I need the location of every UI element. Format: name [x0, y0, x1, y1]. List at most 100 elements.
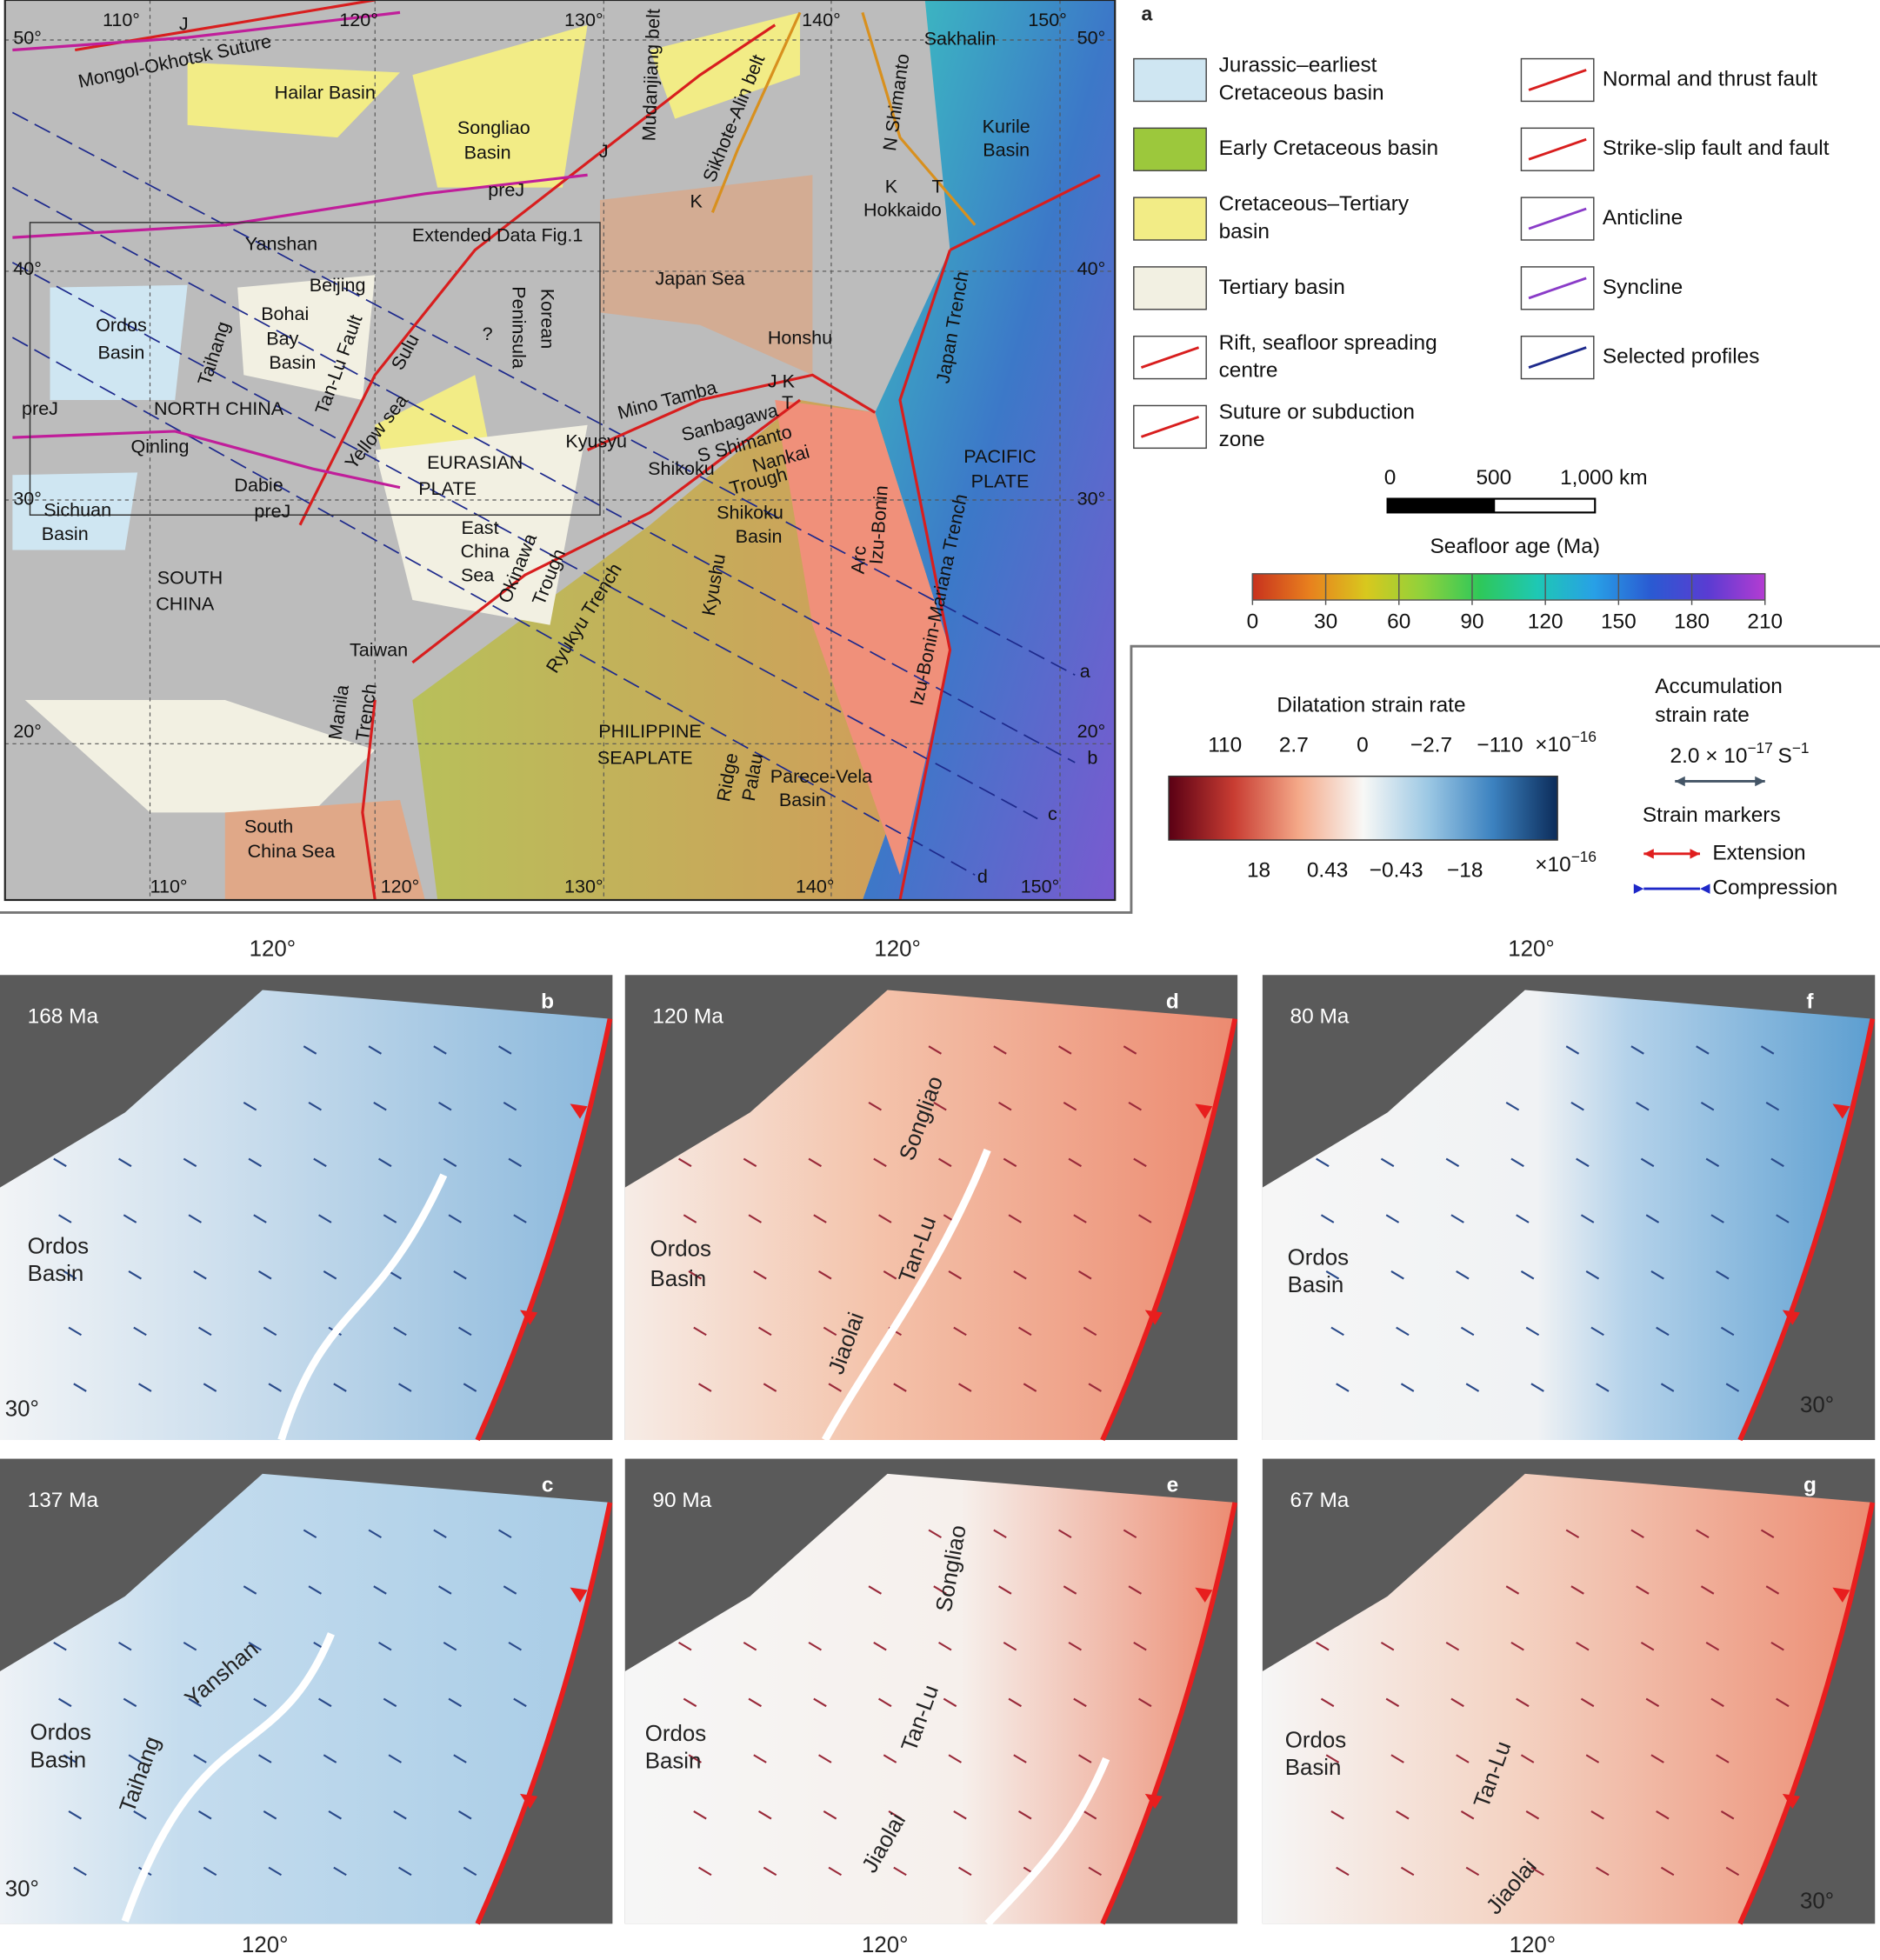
strain-marker	[1123, 1529, 1137, 1539]
profile	[11, 337, 976, 877]
map-label: Taiwan	[350, 639, 408, 661]
strain-marker	[1776, 1697, 1790, 1708]
panel-label: c	[542, 1474, 554, 1497]
strain-marker	[58, 1214, 72, 1223]
strain-marker	[313, 1157, 327, 1168]
strain-marker	[1720, 1326, 1735, 1337]
strain-marker	[203, 1383, 217, 1392]
strain-marker	[1765, 1585, 1780, 1595]
strain-marker	[1585, 1270, 1600, 1280]
strain-marker	[1505, 1585, 1520, 1595]
fault-trace	[277, 1173, 448, 1442]
strain-marker	[743, 1157, 757, 1168]
strain-marker	[328, 1810, 342, 1820]
strain-marker	[448, 1214, 462, 1223]
map-label: Sichuan	[43, 499, 111, 521]
strain-marker	[1073, 1214, 1087, 1223]
map-label: EURASIAN	[427, 451, 523, 473]
bohai	[237, 275, 376, 400]
strain-marker	[953, 1810, 967, 1820]
legend-label: Tertiary basin	[1219, 276, 1345, 299]
legend-label: Strike-slip fault and fault	[1603, 137, 1830, 160]
map-label: Basin	[97, 342, 144, 363]
colorbar-tick-label: 210	[1747, 610, 1783, 633]
accumulation-value: 2.0 × 10−17 S−1	[1670, 739, 1810, 769]
fault	[361, 699, 377, 901]
suture	[12, 173, 588, 239]
trench-tooth	[1832, 1103, 1850, 1119]
colorbar-tick-label: 0	[1357, 734, 1369, 757]
colorbar-tick-label: −110	[1477, 734, 1523, 757]
unit-exp: −1	[1792, 739, 1810, 757]
map-label: Basin	[464, 142, 511, 163]
strain-marker	[1565, 1045, 1580, 1055]
strain-marker	[873, 1157, 887, 1168]
strain-marker	[1725, 1383, 1740, 1392]
strain-marker	[433, 1045, 447, 1055]
map-label: Mudanjiang belt	[637, 9, 663, 142]
map-label: South	[244, 815, 293, 837]
map-border	[3, 0, 1117, 902]
strain-marker	[1516, 1214, 1530, 1223]
legend-label: Anticline	[1603, 206, 1683, 230]
strain-marker	[443, 1157, 457, 1168]
value-exp: −17	[1747, 739, 1772, 757]
separator	[0, 644, 1880, 914]
strain-marker	[868, 1101, 882, 1111]
suture	[12, 430, 401, 490]
panel-label: f	[1806, 990, 1814, 1013]
strain-marker	[253, 1214, 267, 1223]
strain-marker	[1650, 1270, 1664, 1280]
strain-marker	[68, 1326, 82, 1337]
strain-marker	[1716, 1270, 1730, 1280]
strain-marker	[458, 1326, 472, 1337]
strain-marker	[1073, 1697, 1087, 1708]
panel-age: 80 Ma	[1290, 1005, 1350, 1029]
lat-label: 20°	[1077, 720, 1106, 742]
strain-marker	[1460, 1810, 1475, 1820]
strain-marker	[1510, 1157, 1524, 1168]
strain-marker	[1645, 1697, 1660, 1708]
strain-marker	[893, 1383, 907, 1392]
strain-marker	[503, 1585, 517, 1595]
map-label: K	[885, 175, 898, 197]
panel-text: Ordos	[28, 1234, 89, 1258]
strain-marker	[243, 1101, 257, 1111]
strain-marker	[1390, 1270, 1404, 1280]
map-label: Hailar Basin	[275, 82, 376, 103]
fault-trace	[821, 1148, 991, 1443]
panel-age: 90 Ma	[652, 1489, 711, 1512]
strain-marker	[123, 1214, 137, 1223]
panel-label: b	[541, 990, 554, 1013]
fault-trace	[121, 1632, 335, 1923]
legend-label: basin	[1219, 220, 1270, 243]
value-base: 2.0 × 10	[1670, 745, 1748, 769]
strain-marker	[928, 1045, 942, 1055]
strain-marker	[513, 1697, 527, 1708]
strain-marker	[503, 1101, 517, 1111]
strain-marker	[1013, 1754, 1027, 1763]
profile	[11, 186, 1076, 763]
lon-label: 140°	[796, 875, 835, 897]
strain-marker	[463, 1383, 477, 1392]
strain-marker	[1450, 1697, 1464, 1708]
strain-marker	[1705, 1157, 1720, 1168]
pacific	[862, 0, 1116, 900]
strain-marker	[993, 1045, 1007, 1055]
strain-marker	[883, 1754, 897, 1763]
colorbar	[1251, 573, 1766, 601]
strain-marker	[68, 1810, 82, 1820]
value-unit: S	[1777, 745, 1791, 769]
strain-marker	[453, 1270, 467, 1280]
panel-text: 30°	[1800, 1890, 1834, 1914]
strain-marker	[1385, 1697, 1400, 1708]
strain-marker	[398, 1383, 412, 1392]
map-label: East	[461, 517, 498, 538]
strain-marker	[443, 1641, 457, 1651]
marker-label: Compression	[1712, 877, 1837, 900]
strain-marker	[1660, 1866, 1675, 1877]
strain-marker	[378, 1157, 392, 1168]
trench	[1100, 1017, 1238, 1442]
profile-label: d	[977, 865, 988, 887]
